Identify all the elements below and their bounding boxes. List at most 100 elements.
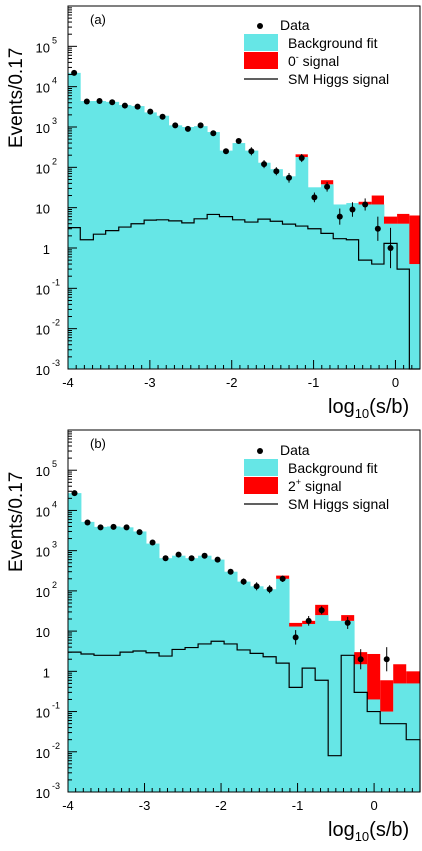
data-point bbox=[311, 194, 318, 201]
data-point bbox=[121, 102, 128, 109]
data-point bbox=[248, 148, 255, 155]
background-bar bbox=[232, 143, 246, 369]
signal-bar bbox=[371, 195, 384, 205]
x-tick-label: -2 bbox=[226, 375, 238, 390]
background-bar bbox=[346, 203, 360, 369]
x-tick-label: -4 bbox=[62, 798, 74, 813]
y-tick-label-base: 1 bbox=[43, 242, 50, 257]
background-bar bbox=[328, 620, 342, 792]
background-bar bbox=[105, 101, 120, 370]
legend-data-marker bbox=[257, 23, 263, 29]
sm-higgs-line bbox=[68, 213, 420, 370]
data-point bbox=[210, 130, 217, 137]
background-bar bbox=[198, 555, 212, 792]
data-point bbox=[184, 125, 191, 132]
y-tick-label-base: 10 bbox=[36, 545, 50, 560]
y-tick-label-base: 10 bbox=[36, 746, 50, 761]
data-point bbox=[97, 524, 104, 531]
y-tick-label-base: 10 bbox=[36, 363, 50, 378]
y-tick-label-base: 10 bbox=[36, 121, 50, 136]
data-point bbox=[188, 555, 195, 562]
data-point bbox=[357, 656, 364, 663]
legend-data-text: Data bbox=[280, 442, 310, 458]
data-point bbox=[214, 556, 221, 563]
background-bar bbox=[371, 204, 385, 369]
legend-signal-text: 0- signal bbox=[288, 52, 339, 69]
background-bar bbox=[224, 571, 238, 792]
data-point bbox=[324, 183, 331, 190]
x-axis-label: log10(s/b) bbox=[328, 819, 409, 844]
y-tick-label-exp: 4 bbox=[52, 76, 57, 86]
background-bar bbox=[250, 586, 264, 792]
x-axis-label: log10(s/b) bbox=[328, 396, 409, 421]
signal-bar bbox=[406, 671, 420, 684]
data-point bbox=[273, 168, 280, 175]
data-point bbox=[172, 122, 179, 129]
y-tick-label-base: 10 bbox=[36, 282, 50, 297]
signal-bar bbox=[383, 216, 398, 224]
background-bar bbox=[93, 101, 107, 369]
y-tick-label-exp: -3 bbox=[52, 358, 60, 368]
x-tick-label: -3 bbox=[144, 375, 156, 390]
background-bar bbox=[282, 176, 296, 369]
y-tick-label-exp: 3 bbox=[52, 116, 57, 126]
y-tick-label-exp: -2 bbox=[52, 741, 60, 751]
data-point bbox=[147, 108, 154, 115]
legend-sm-text: SM Higgs signal bbox=[288, 71, 389, 87]
background-bar bbox=[380, 711, 394, 792]
background-bar bbox=[354, 664, 368, 792]
background-bar bbox=[181, 127, 195, 369]
legend-background-swatch bbox=[244, 459, 278, 476]
data-point bbox=[134, 103, 141, 110]
background-bar bbox=[185, 558, 199, 792]
signal-bar bbox=[289, 622, 303, 627]
legend-background-text: Background fit bbox=[288, 35, 378, 51]
background-bar bbox=[107, 526, 121, 792]
data-point bbox=[387, 245, 394, 251]
data-point bbox=[162, 555, 169, 562]
data-point bbox=[227, 568, 234, 575]
legend-signal-swatch bbox=[244, 52, 278, 69]
background-bar bbox=[131, 106, 145, 369]
data-point bbox=[71, 490, 78, 497]
y-tick-label-exp: 2 bbox=[52, 580, 57, 590]
y-tick-label-exp: -1 bbox=[52, 701, 60, 711]
background-bar bbox=[276, 578, 290, 792]
y-tick-label-exp: 5 bbox=[52, 35, 57, 45]
x-tick-label: -1 bbox=[292, 798, 304, 813]
background-bar bbox=[207, 132, 220, 369]
data-point bbox=[71, 69, 78, 76]
background-bar bbox=[358, 204, 373, 369]
background-bar bbox=[194, 126, 208, 370]
data-point bbox=[175, 551, 182, 558]
y-tick-label-exp: -3 bbox=[52, 781, 60, 791]
signal-bar bbox=[409, 215, 420, 265]
y-tick-label-exp: 3 bbox=[52, 540, 57, 550]
background-bar bbox=[219, 150, 233, 369]
y-tick-label-base: 10 bbox=[36, 585, 50, 600]
background-bar bbox=[68, 72, 81, 369]
background-bar bbox=[68, 493, 82, 792]
y-tick-label-base: 10 bbox=[36, 161, 50, 176]
data-point bbox=[344, 619, 351, 626]
background-bar bbox=[156, 115, 170, 370]
data-point bbox=[240, 578, 247, 585]
background-bar bbox=[172, 555, 186, 792]
y-tick-label-base: 10 bbox=[36, 706, 50, 721]
background-bar bbox=[320, 184, 334, 369]
background-bar bbox=[367, 699, 381, 792]
y-tick-label-base: 10 bbox=[36, 786, 50, 801]
y-tick-label-base: 10 bbox=[36, 464, 50, 479]
background-bar bbox=[393, 683, 407, 792]
legend-signal-text: 2+ signal bbox=[288, 477, 342, 494]
data-point bbox=[235, 137, 242, 144]
background-bar bbox=[237, 581, 251, 792]
background-bar bbox=[133, 531, 147, 792]
data-point bbox=[109, 99, 116, 106]
data-point bbox=[305, 617, 312, 624]
background-bar bbox=[289, 626, 303, 792]
background-bar bbox=[120, 527, 134, 792]
data-point bbox=[362, 201, 369, 208]
x-tick-label: 0 bbox=[370, 798, 377, 813]
